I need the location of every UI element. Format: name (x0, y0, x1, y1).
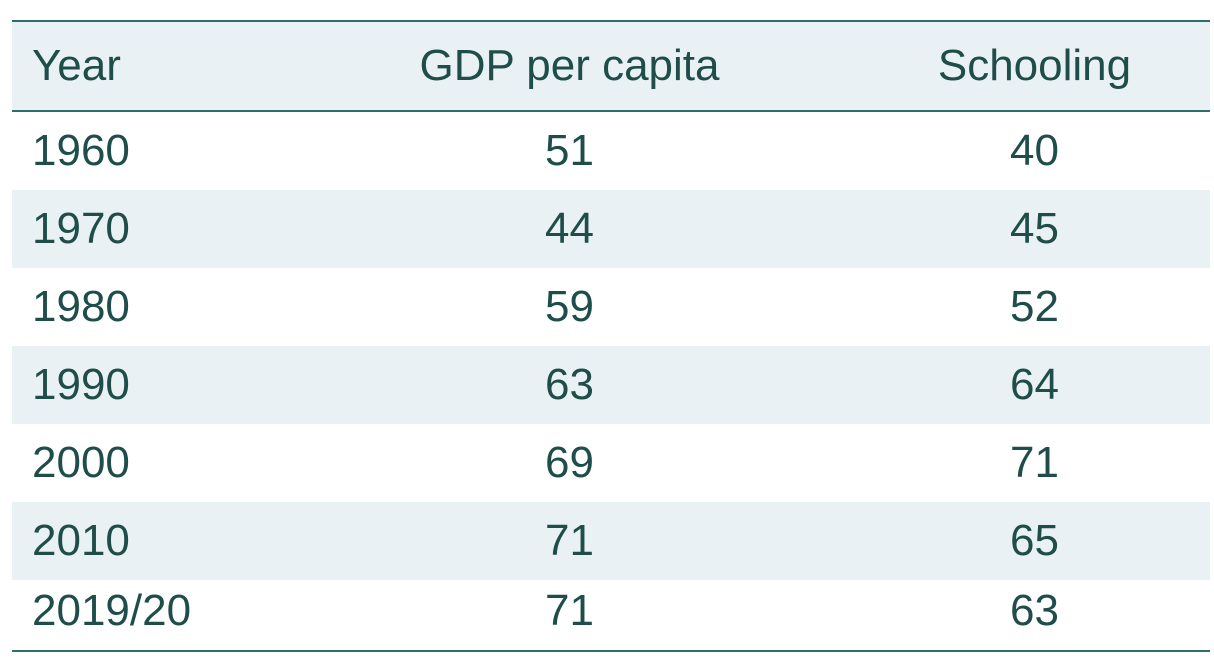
table-header-row: Year GDP per capita Schooling (12, 22, 1210, 112)
cell-gdp-per-capita: 69 (545, 438, 594, 487)
cell-year: 2019/20 (32, 586, 192, 635)
table-row: 1970 44 45 (12, 190, 1210, 268)
header-year: Year (32, 41, 121, 90)
cell-schooling: 71 (1010, 438, 1059, 487)
cell-schooling: 65 (1010, 516, 1059, 565)
table-row: 1960 51 40 (12, 112, 1210, 190)
cell-year: 2010 (32, 516, 130, 565)
cell-gdp-per-capita: 71 (545, 586, 594, 635)
table-row: 2010 71 65 (12, 502, 1210, 580)
cell-schooling: 40 (1010, 126, 1059, 175)
table-row: 2019/20 71 63 (12, 572, 1210, 650)
cell-year: 2000 (32, 438, 130, 487)
cell-gdp-per-capita: 51 (545, 126, 594, 175)
header-gdp-per-capita: GDP per capita (419, 41, 720, 90)
cell-year: 1970 (32, 204, 130, 253)
table-top-rule (12, 20, 1210, 22)
cell-schooling: 45 (1010, 204, 1059, 253)
table-row: 1990 63 64 (12, 346, 1210, 424)
cell-gdp-per-capita: 44 (545, 204, 594, 253)
cell-year: 1990 (32, 360, 130, 409)
header-schooling: Schooling (937, 41, 1132, 90)
cell-year: 1960 (32, 126, 130, 175)
cell-gdp-per-capita: 63 (545, 360, 594, 409)
cell-gdp-per-capita: 71 (545, 516, 594, 565)
table-bottom-rule (12, 650, 1210, 652)
cell-year: 1980 (32, 282, 130, 331)
cell-schooling: 64 (1010, 360, 1059, 409)
table-row: 1980 59 52 (12, 268, 1210, 346)
table-row: 2000 69 71 (12, 424, 1210, 502)
cell-gdp-per-capita: 59 (545, 282, 594, 331)
cell-schooling: 63 (1010, 586, 1059, 635)
cell-schooling: 52 (1010, 282, 1059, 331)
